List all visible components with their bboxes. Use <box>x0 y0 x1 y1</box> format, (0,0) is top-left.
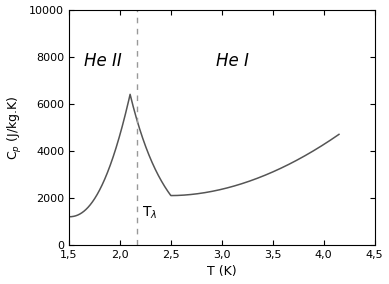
X-axis label: T (K): T (K) <box>207 266 237 278</box>
Text: T$_\lambda$: T$_\lambda$ <box>142 205 158 222</box>
Text: He I: He I <box>216 52 249 70</box>
Y-axis label: C$_p$ (J/kg.K): C$_p$ (J/kg.K) <box>5 95 24 160</box>
Text: He II: He II <box>84 52 121 70</box>
